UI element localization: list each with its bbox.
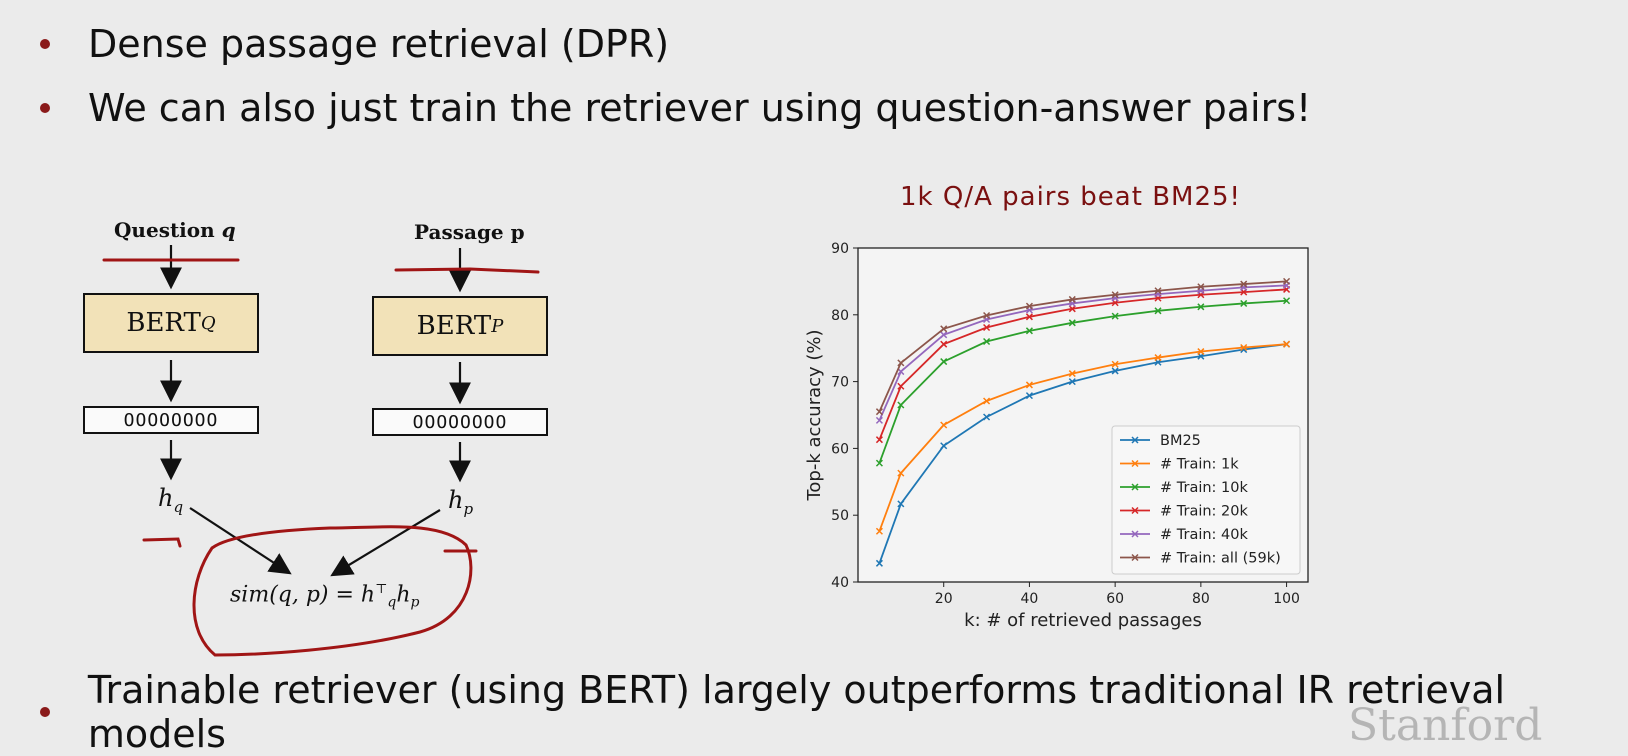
legend-label: # Train: all (59k) — [1160, 551, 1281, 567]
question-label: Question q — [114, 218, 236, 242]
legend-label: # Train: 20k — [1160, 504, 1248, 520]
data-point — [1068, 295, 1076, 303]
data-point — [1068, 378, 1076, 386]
x-axis-label: k: # of retrieved passages — [964, 610, 1202, 631]
data-point — [1240, 344, 1248, 352]
y-tick-label: 60 — [831, 441, 849, 457]
data-point — [1197, 348, 1205, 356]
data-point — [897, 359, 905, 367]
legend-marker — [1131, 483, 1139, 491]
data-point — [1068, 319, 1076, 327]
data-point — [1068, 370, 1076, 378]
data-point — [875, 408, 883, 416]
passage-label: Passage p — [414, 220, 525, 244]
data-point — [875, 436, 883, 444]
x-tick-label: 20 — [935, 591, 953, 607]
bullet-train-qa: We can also just train the retriever usi… — [40, 86, 1311, 130]
passage-vector: OOOOOOOO — [372, 408, 548, 436]
hp-label: hp — [448, 486, 474, 518]
data-point — [940, 442, 948, 450]
stanford-logo: Stanford — [1348, 700, 1543, 751]
data-point — [875, 459, 883, 467]
data-point — [940, 340, 948, 348]
data-point — [1240, 299, 1248, 307]
data-point — [1068, 305, 1076, 313]
data-point — [1025, 302, 1033, 310]
data-point — [897, 401, 905, 409]
handwritten-note: 1k Q/A pairs beat BM25! — [900, 182, 1241, 212]
bullet-text: Dense passage retrieval (DPR) — [88, 22, 670, 66]
topk-accuracy-chart: 40 50 60 70 80 90 20 40 60 80 100 k: # of retrieved… — [804, 241, 1309, 631]
data-point — [983, 337, 991, 346]
x-tick-label: 100 — [1273, 591, 1300, 607]
data-point — [1283, 297, 1291, 305]
y-tick-label: 90 — [831, 241, 849, 257]
arrow-hq-to-sim — [189, 507, 292, 575]
data-point — [1025, 392, 1033, 400]
bullet-dot — [40, 707, 50, 717]
data-point — [940, 421, 948, 429]
legend-marker — [1131, 459, 1139, 468]
data-point — [1025, 327, 1033, 335]
x-tick-label: 60 — [1106, 591, 1124, 607]
data-point — [1197, 303, 1205, 311]
question-vector: OOOOOOOO — [83, 406, 259, 434]
data-point — [1283, 340, 1291, 348]
data-point — [897, 469, 905, 477]
data-point — [875, 527, 883, 535]
y-tick-label: 80 — [831, 308, 849, 324]
legend-label: # Train: 40k — [1160, 527, 1248, 543]
x-tick-label: 40 — [1021, 591, 1039, 607]
bert-q-box: BERT Q — [83, 293, 259, 353]
data-point — [875, 559, 883, 567]
legend-marker — [1131, 553, 1139, 562]
data-point — [1025, 313, 1033, 321]
red-mark-left — [142, 537, 182, 548]
data-point — [983, 397, 991, 405]
legend-marker — [1131, 530, 1139, 538]
arrow-hp-to-sim — [330, 509, 441, 577]
data-point — [1154, 307, 1162, 315]
bullet-dot — [40, 39, 50, 49]
data-point — [1154, 287, 1162, 295]
legend-marker — [1131, 436, 1139, 444]
data-point — [1025, 381, 1033, 389]
x-tick-label: 80 — [1192, 591, 1210, 607]
legend-label: # Train: 1k — [1160, 457, 1239, 473]
data-point — [983, 323, 991, 332]
data-point — [1111, 312, 1119, 320]
similarity-formula: sim(q, p) = h⊤qhp — [230, 582, 420, 611]
bullet-dpr: Dense passage retrieval (DPR) — [40, 22, 669, 66]
legend-box — [1111, 425, 1301, 575]
data-point — [940, 325, 948, 333]
data-point — [983, 311, 991, 319]
data-point — [1111, 291, 1119, 299]
data-point — [1197, 283, 1205, 291]
legend-marker — [1131, 506, 1139, 515]
data-point — [1111, 360, 1119, 368]
legend-label: BM25 — [1160, 433, 1201, 449]
data-point — [897, 500, 905, 508]
data-point — [1240, 280, 1248, 288]
bullet-text: We can also just train the retriever usi… — [88, 86, 1312, 130]
data-point — [983, 413, 991, 421]
red-underline-passage — [394, 267, 540, 274]
y-tick-label: 50 — [831, 508, 849, 524]
bullet-dot — [40, 103, 50, 113]
y-tick-label: 70 — [831, 375, 849, 391]
data-point — [875, 416, 883, 424]
bert-p-box: BERT P — [372, 296, 548, 356]
data-point — [1111, 367, 1119, 375]
y-axis-label: Top-k accuracy (%) — [804, 329, 825, 501]
legend-label: # Train: 10k — [1160, 480, 1248, 496]
y-tick-label: 40 — [831, 575, 849, 591]
data-point — [1154, 354, 1162, 362]
data-point — [897, 382, 905, 390]
data-point — [940, 358, 948, 366]
data-point — [940, 331, 948, 339]
hq-label: hq — [158, 484, 184, 516]
data-point — [1283, 277, 1291, 285]
